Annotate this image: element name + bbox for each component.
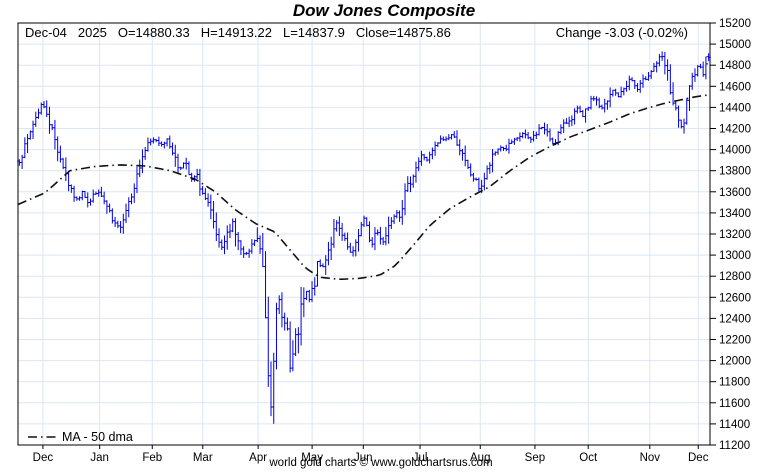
x-tick-label: Nov [640, 452, 661, 464]
x-tick-label: Feb [142, 452, 162, 464]
x-tick-label: May [301, 452, 323, 464]
ohlc-bars [17, 51, 711, 424]
y-tick-label: 14200 [719, 124, 751, 136]
y-tick-label: 15200 [719, 18, 751, 30]
y-tick-label: 12400 [719, 313, 751, 325]
x-tick-label: Apr [249, 452, 267, 464]
y-tick-label: 13200 [719, 229, 751, 241]
y-tick-label: 13000 [719, 250, 751, 262]
y-tick-label: 13400 [719, 208, 751, 220]
x-tick-label: Jun [354, 452, 373, 464]
y-tick-label: 14400 [719, 102, 751, 114]
y-tick-label: 11200 [719, 440, 750, 452]
y-tick-label: 12800 [719, 271, 751, 283]
y-tick-label: 13600 [719, 187, 751, 199]
x-axis: Dec Jan Feb Mar Apr May Jun Jul Aug Sep Oct Nov Dec [33, 445, 709, 464]
y-tick-label: 12600 [719, 292, 751, 304]
ohlc-readout: Dec-04 2025 O=14880.33 H=14913.22 L=14837.9 C… [25, 25, 451, 40]
y-tick-label: 12000 [719, 356, 751, 368]
ma-legend-label: MA - 50 dma [62, 430, 133, 444]
x-tick-label: Jul [413, 452, 428, 464]
y-tick-label: 14800 [719, 60, 751, 72]
x-tick-label: Mar [193, 452, 213, 464]
y-tick-label: 14000 [719, 145, 751, 157]
horizontal-gridlines [18, 43, 710, 425]
y-tick-label: 11400 [719, 419, 750, 431]
ma-50dma-line [17, 93, 711, 281]
y-tick-label: 15000 [719, 39, 751, 51]
x-tick-label: Dec [33, 452, 54, 464]
y-tick-label: 11800 [719, 377, 750, 389]
x-tick-label: Dec [688, 452, 709, 464]
change-readout: Change -3.03 (-0.02%) [556, 25, 688, 40]
vertical-gridlines [42, 23, 699, 445]
y-tick-label: 11600 [719, 398, 750, 410]
ma-legend: MA - 50 dma [28, 430, 133, 444]
x-tick-label: Oct [579, 452, 598, 464]
y-tick-label: 14600 [719, 81, 751, 93]
y-tick-label: 13800 [719, 166, 751, 178]
x-tick-label: Sep [525, 452, 545, 464]
chart-title: Dow Jones Composite [293, 1, 475, 20]
y-tick-label: 12200 [719, 335, 751, 347]
x-tick-label: Jan [90, 452, 109, 464]
y-axis: 11200 11400 11600 11800 12000 12200 12400 12600… [710, 18, 751, 452]
footer-credit: world gold charts © www.goldchartsrus.co… [268, 457, 492, 469]
x-tick-label: Aug [470, 452, 490, 464]
